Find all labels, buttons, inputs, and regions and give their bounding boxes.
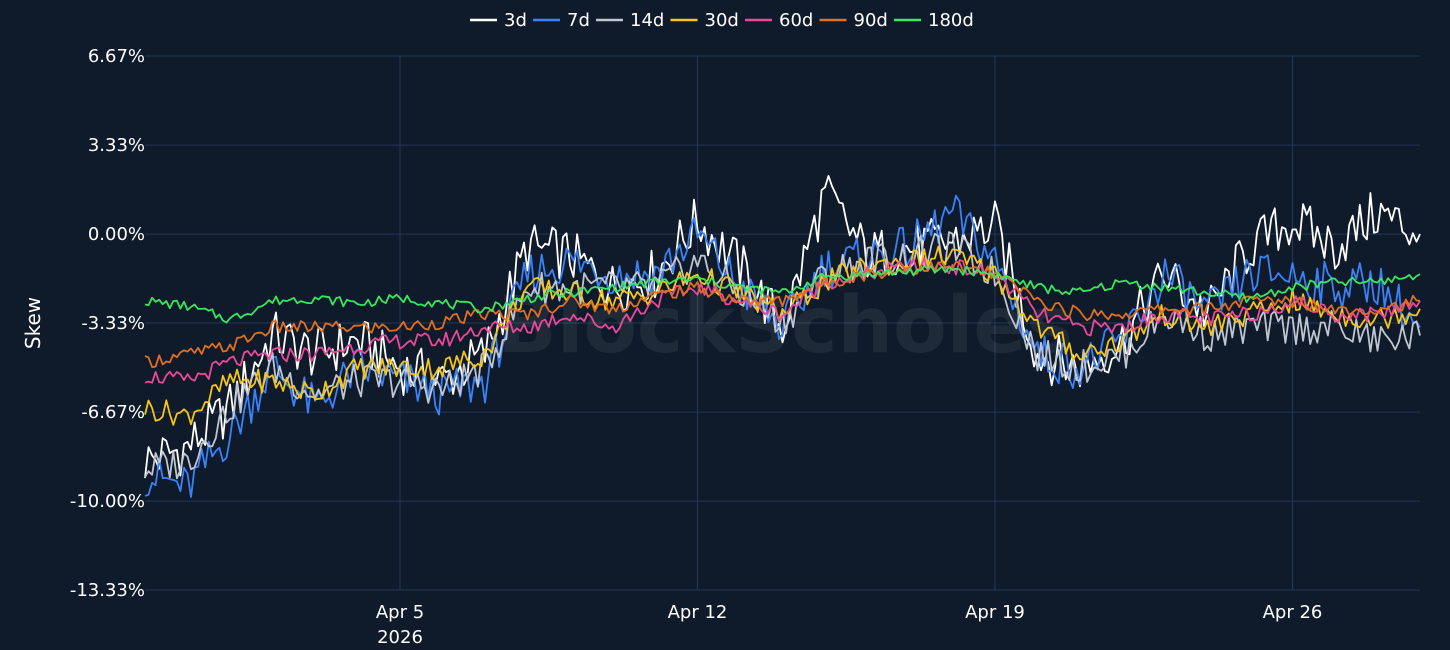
legend-item-3d[interactable]: 3d — [470, 10, 527, 31]
x-tick-label: Apr 5 — [376, 602, 424, 623]
x-tick-label: Apr 19 — [965, 602, 1025, 623]
legend-label: 7d — [567, 10, 590, 31]
legend: 3d 7d 14d 30d 60d 90d 180d — [470, 10, 974, 31]
x-tick-label: Apr 12 — [668, 602, 728, 623]
legend-item-60d[interactable]: 60d — [745, 10, 813, 31]
series-line-90d — [144, 260, 1421, 369]
legend-item-14d[interactable]: 14d — [596, 10, 664, 31]
series-line-3d — [144, 174, 1421, 479]
series-line-180d — [144, 265, 1421, 324]
series-lines — [144, 174, 1421, 498]
y-tick-label: -10.00% — [70, 491, 145, 512]
y-axis-title: Skew — [21, 297, 45, 349]
y-tick-label: 0.00% — [88, 224, 145, 245]
x-tick-label: Apr 26 — [1263, 602, 1323, 623]
series-line-60d — [144, 257, 1421, 384]
legend-label: 30d — [705, 10, 739, 31]
legend-item-7d[interactable]: 7d — [533, 10, 590, 31]
y-tick-label: 6.67% — [88, 46, 145, 67]
x-axis: Apr 5 2026 Apr 12 Apr 19 Apr 26 — [376, 602, 1323, 648]
legend-label: 180d — [928, 10, 974, 31]
y-axis: 6.67% 3.33% 0.00% -3.33% -6.67% -10.00% -13.33… — [70, 46, 145, 601]
legend-item-30d[interactable]: 30d — [670, 10, 739, 31]
legend-label: 14d — [630, 10, 664, 31]
legend-label: 3d — [504, 10, 527, 31]
grid-lines — [145, 55, 1420, 591]
y-tick-label: -6.67% — [81, 402, 145, 423]
y-tick-label: 3.33% — [88, 135, 145, 156]
y-tick-label: -3.33% — [81, 313, 145, 334]
legend-label: 90d — [854, 10, 888, 31]
series-line-30d — [144, 245, 1421, 426]
x-tick-year-label: 2026 — [377, 627, 423, 648]
y-tick-label: -13.33% — [70, 580, 145, 601]
legend-item-90d[interactable]: 90d — [819, 10, 888, 31]
legend-item-180d[interactable]: 180d — [894, 10, 974, 31]
legend-label: 60d — [779, 10, 813, 31]
